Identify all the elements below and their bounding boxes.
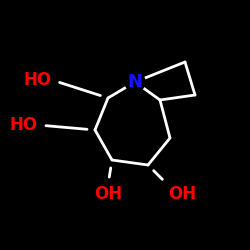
Text: HO: HO (24, 71, 52, 89)
Circle shape (125, 72, 145, 92)
Text: HO: HO (10, 116, 38, 134)
Text: N: N (128, 73, 142, 91)
Text: OH: OH (94, 185, 122, 203)
Text: OH: OH (168, 185, 196, 203)
